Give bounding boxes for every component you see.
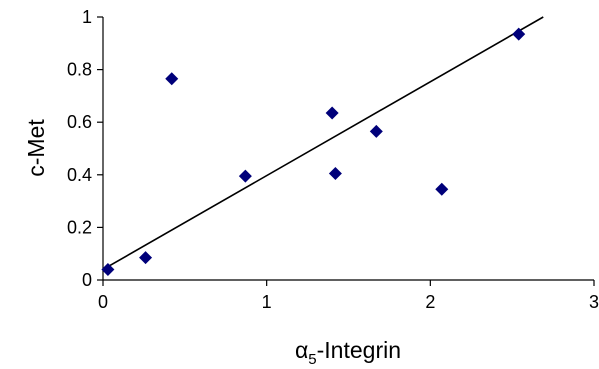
data-point xyxy=(325,106,339,120)
data-point xyxy=(165,72,179,86)
trendline xyxy=(102,16,544,271)
data-point xyxy=(435,182,449,196)
y-tick-label: 0.4 xyxy=(67,165,92,185)
x-tick-label: 1 xyxy=(262,292,272,312)
ticks: 0 0.2 0.4 0.6 0.8 1 0 1 2 3 xyxy=(67,7,599,312)
x-axis-title-rest: -Integrin xyxy=(317,337,401,363)
y-tick-label: 0.6 xyxy=(67,112,92,132)
y-tick-label: 0 xyxy=(82,270,92,290)
x-axis-title-subscript: 5 xyxy=(308,351,316,368)
data-point xyxy=(369,124,383,138)
axes xyxy=(102,17,594,281)
x-axis-title: α5-Integrin xyxy=(295,337,401,368)
x-tick-label: 0 xyxy=(98,292,108,312)
data-point xyxy=(139,251,153,265)
data-point xyxy=(238,169,252,183)
data-point xyxy=(512,27,526,41)
y-tick-label: 0.8 xyxy=(67,60,92,80)
x-tick-label: 2 xyxy=(425,292,435,312)
data-point xyxy=(101,262,115,276)
x-axis-title-alpha: α xyxy=(295,337,308,363)
x-tick-label: 3 xyxy=(589,292,599,312)
data-points xyxy=(101,27,526,276)
y-tick-label: 0.2 xyxy=(67,217,92,237)
y-axis-title: c-Met xyxy=(23,119,49,177)
data-point xyxy=(328,166,342,180)
y-tick-label: 1 xyxy=(82,7,92,27)
trendline-group xyxy=(102,16,544,271)
